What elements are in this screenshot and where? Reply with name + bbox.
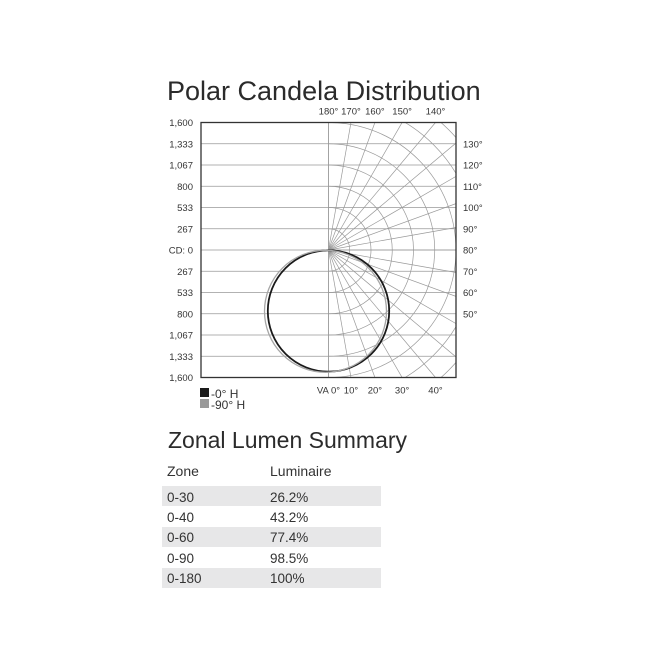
svg-text:50°: 50° [463, 309, 478, 320]
svg-text:140°: 140° [426, 107, 446, 118]
svg-text:1,600: 1,600 [169, 373, 193, 384]
svg-text:120°: 120° [463, 161, 483, 172]
svg-text:267: 267 [177, 267, 193, 278]
svg-text:70°: 70° [463, 267, 478, 278]
svg-text:180°: 180° [319, 107, 339, 118]
svg-text:110°: 110° [463, 182, 482, 193]
svg-text:VA 0°: VA 0° [317, 386, 340, 397]
svg-text:100°: 100° [463, 203, 483, 214]
svg-text:130°: 130° [463, 139, 483, 150]
svg-text:800: 800 [177, 182, 193, 193]
svg-text:160°: 160° [365, 107, 385, 118]
svg-text:150°: 150° [392, 107, 412, 118]
svg-text:1,067: 1,067 [169, 331, 193, 342]
svg-text:30°: 30° [395, 386, 410, 397]
svg-text:800: 800 [177, 309, 193, 320]
svg-text:1,067: 1,067 [169, 161, 193, 172]
svg-text:60°: 60° [463, 288, 478, 299]
svg-text:1,333: 1,333 [169, 139, 193, 150]
svg-text:90°: 90° [463, 224, 478, 235]
svg-text:40°: 40° [428, 386, 443, 397]
svg-text:533: 533 [177, 288, 193, 299]
svg-text:1,333: 1,333 [169, 352, 193, 363]
svg-text:533: 533 [177, 203, 193, 214]
svg-text:20°: 20° [368, 386, 383, 397]
svg-text:CD: 0: CD: 0 [169, 246, 193, 257]
svg-text:170°: 170° [341, 107, 361, 118]
svg-text:1,600: 1,600 [169, 118, 193, 129]
svg-text:80°: 80° [463, 246, 478, 257]
svg-text:10°: 10° [344, 386, 359, 397]
svg-text:267: 267 [177, 224, 193, 235]
